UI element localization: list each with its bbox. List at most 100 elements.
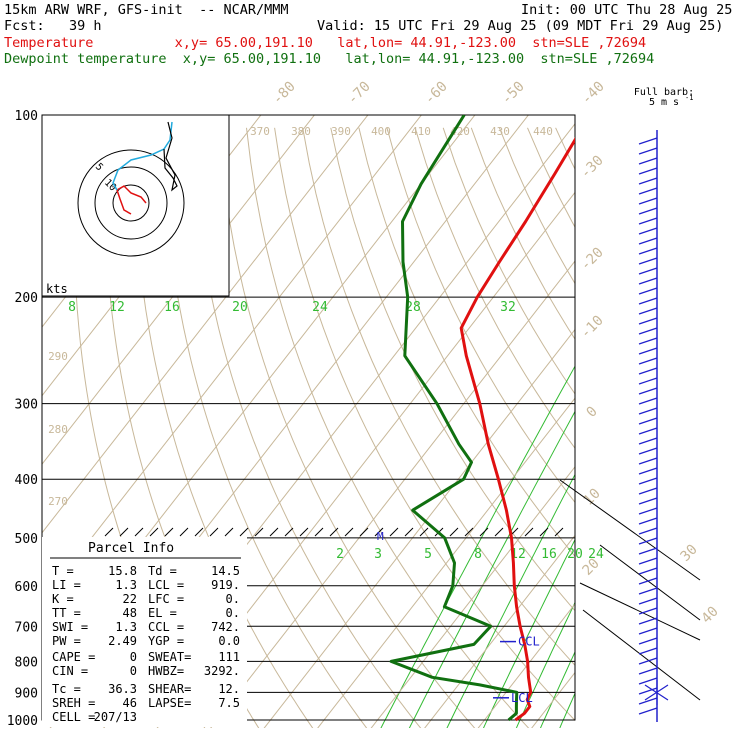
isotherm <box>42 115 423 603</box>
isotherm-label: 30 <box>678 542 701 565</box>
parcel-key: Tc = <box>52 682 81 696</box>
lcl-label: LCL <box>511 691 533 705</box>
hatch-mark <box>479 527 489 537</box>
mixing-ratio-line <box>408 410 575 728</box>
wind-barb <box>638 167 658 175</box>
parcel-key: LFC = <box>148 592 184 606</box>
mixing-ratio-line <box>515 601 575 728</box>
dry-adiabat <box>358 127 575 558</box>
isotherm <box>370 465 575 728</box>
parcel-value: 15.8 <box>108 564 137 578</box>
wind-barbs <box>638 130 669 722</box>
hatch-mark <box>464 527 474 537</box>
parcel-value: 1.3 <box>115 578 137 592</box>
hatch-mark <box>539 527 549 537</box>
wind-barb <box>638 367 658 375</box>
hatch-mark <box>134 527 144 537</box>
hatch-mark <box>449 527 459 537</box>
plot-border <box>41 114 576 721</box>
wind-barb <box>638 357 658 365</box>
dewpoint-line <box>389 115 519 722</box>
isotherm <box>263 328 575 728</box>
hatch-mark <box>149 527 159 537</box>
wind-barb <box>638 467 658 475</box>
dry-adiabat <box>696 128 740 733</box>
dry-adiabat <box>612 128 740 733</box>
hatch-mark <box>524 527 534 537</box>
parcel-key: CIN = <box>52 664 88 678</box>
theta-label: 440 <box>533 125 553 138</box>
isotherm <box>42 115 369 534</box>
parcel-value: 0 <box>130 650 137 664</box>
parcel-value: 22 <box>123 592 137 606</box>
wind-barb <box>638 407 658 415</box>
pressure-label: 1000 <box>7 714 38 729</box>
wind-barb <box>638 667 658 675</box>
hatch-mark <box>389 527 399 537</box>
mixing-ratio-label: 32 <box>500 300 516 315</box>
guide-line <box>579 582 701 641</box>
parcel-value: 919. <box>211 578 240 592</box>
parcel-key: LCL = <box>148 578 184 592</box>
mixing-ratio-label: 8 <box>68 300 76 315</box>
hatch-mark <box>194 527 204 537</box>
wind-barb <box>638 297 658 305</box>
parcel-value: 36.3 <box>108 682 137 696</box>
isotherm <box>582 102 740 733</box>
parcel-value: 0.0 <box>218 634 240 648</box>
parcel-info-box: Parcel Info T = 15.8 Td = 14.5 LI = 1.3 LCL = 91… <box>42 537 247 727</box>
wind-barb <box>638 397 658 405</box>
wind-barb <box>638 237 658 245</box>
plot-frame <box>41 114 701 721</box>
pressure-label: 700 <box>15 620 38 635</box>
pressure-label: 300 <box>15 398 38 413</box>
mixing-ratio-label: 16 <box>164 300 180 315</box>
mid-marker: M <box>377 530 384 543</box>
wind-barb <box>638 527 658 535</box>
parcel-value: 12. <box>218 682 240 696</box>
barb-legend: Full barb:5 m s -1 <box>634 87 694 108</box>
wind-barb <box>638 637 658 645</box>
wind-barb-surface <box>644 680 669 705</box>
temperature-line <box>459 137 575 722</box>
hodograph-ring <box>77 149 185 257</box>
isotherm-label: -20 <box>578 245 607 274</box>
dry-adiabat <box>246 127 530 728</box>
init-time: Init: 00 UTC Thu 28 Aug 25 <box>521 2 733 18</box>
hodograph-mid-segment <box>112 121 173 191</box>
mixing-ratio-label: 12 <box>109 300 125 315</box>
wind-barb <box>638 377 658 385</box>
dry-adiabat <box>189 127 422 728</box>
hatch-mark <box>299 527 309 537</box>
parcel-value: 1.3 <box>115 620 137 634</box>
hatch-mark <box>494 527 504 537</box>
theta-label: 390 <box>331 125 351 138</box>
parcel-key: YGP = <box>148 634 184 648</box>
parcel-value: 14.5 <box>211 564 240 578</box>
mixing-ratio-lines <box>380 365 575 728</box>
pressure-label: 500 <box>15 532 38 547</box>
wind-barb <box>638 517 658 525</box>
guide-line <box>582 609 701 701</box>
mixing-ratio-labels: 8 12 16 20 24 28 322 3 5 8 12 16 20 24 <box>68 300 604 562</box>
guide-line <box>559 479 701 581</box>
isotherm-label: -30 <box>578 153 607 182</box>
barb-legend-units: 5 m s <box>649 97 679 108</box>
isotherm-label: -40 <box>579 79 608 108</box>
hodograph-box <box>41 114 230 297</box>
forecast-hour: Fcst: 39 h <box>4 18 102 34</box>
parcel-key: SREH = <box>52 696 95 710</box>
temperature-legend: Temperature x,y= 65.00,191.10 lat,lon= 4… <box>4 35 647 51</box>
hatch-mark <box>209 527 219 537</box>
parcel-title: Parcel Info <box>88 541 174 556</box>
dry-adiabat <box>584 128 740 733</box>
pressure-label: 100 <box>15 109 38 124</box>
pressure-label: 400 <box>15 473 38 488</box>
parcel-value: 742. <box>211 620 240 634</box>
parcel-value: 2.49 <box>108 634 137 648</box>
mixing-ratio-line <box>446 473 575 728</box>
wind-barb <box>638 337 658 345</box>
isotherm-label: -80 <box>270 79 299 108</box>
wind-barb <box>638 257 658 265</box>
wind-barb <box>638 137 658 145</box>
